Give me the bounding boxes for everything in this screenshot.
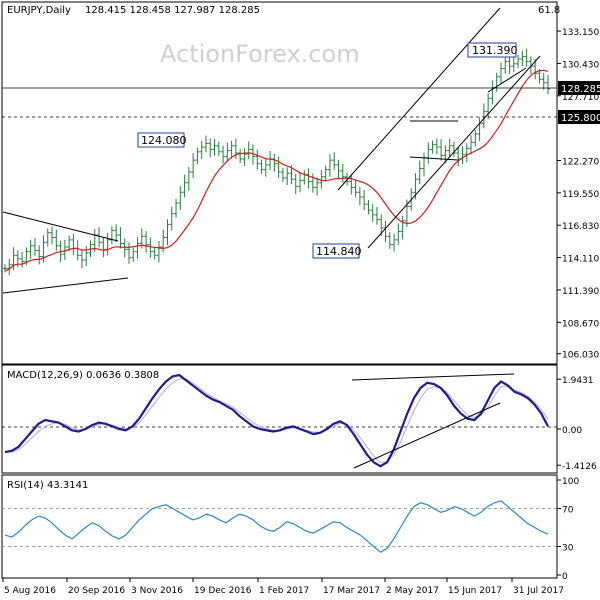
price-axis: 133.150 130.430 127.710 122.270 119.550 116.8… — [557, 28, 599, 361]
rsi-tick-label: 0 — [562, 572, 568, 582]
macd-title: MACD(12,26,9) 0.0636 0.3808 — [7, 370, 159, 381]
date-tick-label: 19 Dec 2016 — [194, 586, 252, 596]
corner-value: 61.8 — [538, 5, 560, 16]
rsi-tick-label: 70 — [562, 506, 574, 516]
price-tick-label: 114.110 — [562, 255, 599, 265]
annotation-high: 131.390 — [467, 42, 518, 58]
macd-upper-trendline — [351, 373, 515, 381]
annotation-low: 114.840 — [312, 243, 362, 259]
price-tick-label: 108.670 — [562, 319, 599, 329]
support-level-label: 125.800 — [561, 113, 600, 124]
annotation-low-label: 114.840 — [316, 245, 362, 258]
rsi-line — [4, 500, 549, 553]
rsi-tick-label: 30 — [562, 544, 574, 554]
triangle-upper-line — [2, 211, 119, 242]
support-level-tag: 125.800 — [558, 110, 600, 124]
date-tick-label: 5 Aug 2016 — [4, 586, 56, 596]
macd-lower-trendline — [353, 402, 501, 469]
price-panel-frame — [1, 1, 558, 365]
macd-tick-label: 0.00 — [562, 426, 582, 436]
moving-average-line — [4, 69, 549, 272]
price-bars — [3, 48, 550, 276]
channel-upper-line — [337, 7, 501, 191]
macd-panel-frame — [1, 364, 558, 474]
macd-axis: 1.9431 0.00 -1.4126 — [557, 376, 597, 472]
annotation-mid-label: 124.080 — [141, 134, 187, 147]
current-price-tag: 128.285 — [558, 81, 600, 95]
triangle-lower-line — [2, 277, 129, 294]
macd-trendlines — [351, 373, 515, 469]
date-tick-label: 1 Feb 2017 — [259, 586, 309, 596]
rsi-tick-label: 100 — [562, 477, 579, 487]
macd-tick-label: 1.9431 — [562, 376, 594, 386]
rsi-panel-frame — [1, 474, 558, 579]
annotation-mid: 124.080 — [137, 132, 187, 148]
rectangle-bottom-line — [409, 156, 459, 161]
price-tick-label: 119.550 — [562, 190, 599, 200]
date-tick-label: 15 Jun 2017 — [448, 586, 502, 596]
macd-tick-label: -1.4126 — [562, 462, 597, 472]
rsi-axis: 100 70 30 0 — [2, 477, 579, 582]
watermark-text: ActionForex.com — [160, 40, 360, 68]
symbol-label: EURJPY,Daily — [7, 5, 71, 16]
price-tick-label: 127.710 — [562, 93, 599, 103]
date-tick-label: 17 Mar 2017 — [323, 586, 380, 596]
date-tick-label: 20 Sep 2016 — [68, 586, 125, 596]
macd-main-line — [4, 373, 549, 468]
price-tick-label: 116.830 — [562, 222, 599, 232]
date-tick-label: 3 Nov 2016 — [131, 586, 183, 596]
date-tick-label: 31 Jul 2017 — [513, 586, 564, 596]
date-tick-label: 2 May 2017 — [386, 586, 439, 596]
price-tick-label: 133.150 — [562, 28, 599, 38]
price-tick-label: 111.390 — [562, 287, 599, 297]
date-axis: 5 Aug 2016 20 Sep 2016 3 Nov 2016 19 Dec 20… — [2, 578, 564, 596]
price-tick-label: 106.030 — [562, 351, 599, 361]
price-tick-label: 130.430 — [562, 60, 599, 70]
price-tick-label: 122.270 — [562, 157, 599, 167]
rsi-title: RSI(14) 43.3141 — [7, 480, 88, 491]
annotation-high-label: 131.390 — [472, 44, 518, 57]
ohlc-label: 128.415 128.458 127.987 128.285 — [85, 5, 260, 16]
current-price-label: 128.285 — [561, 84, 600, 95]
